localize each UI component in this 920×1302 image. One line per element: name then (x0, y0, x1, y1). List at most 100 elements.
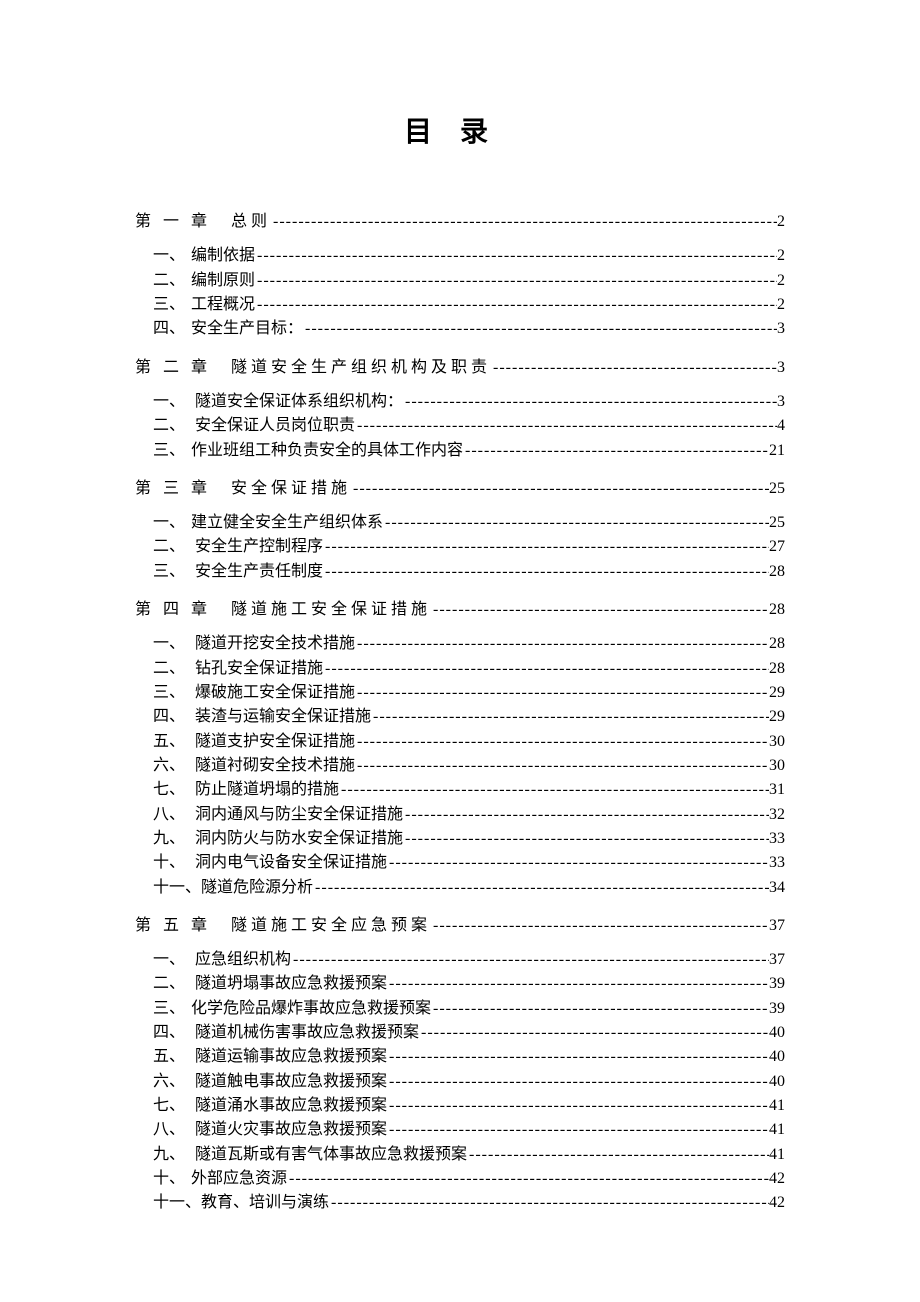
toc-section-label: 一、 应急组织机构 (153, 948, 291, 972)
toc-leader (431, 598, 769, 622)
toc-section-page: 33 (769, 851, 785, 875)
toc-leader (329, 1191, 769, 1215)
toc-section-page: 27 (769, 535, 785, 559)
toc-section-text: 安全生产责任制度 (191, 563, 323, 580)
toc-leader (323, 560, 769, 584)
toc-section-page: 4 (777, 414, 785, 438)
toc-section: 十、 洞内电气设备安全保证措施 33 (135, 851, 785, 875)
toc-leader (419, 1021, 769, 1045)
toc-leader (431, 914, 769, 938)
toc-section-marker: 十一、 (153, 1191, 201, 1215)
toc-leader (403, 803, 769, 827)
toc-section-label: 二、 隧道坍塌事故应急救援预案 (153, 972, 387, 996)
toc-section-marker: 四、 (153, 1021, 191, 1045)
toc-section-label: 二、编制原则 (153, 269, 255, 293)
toc-chapter-label: 第 二 章 隧道安全生产组织机构及职责 (135, 356, 491, 380)
toc-leader (387, 851, 769, 875)
toc-section: 一、 隧道安全保证体系组织机构： 3 (135, 390, 785, 414)
toc-section: 六、 隧道衬砌安全技术措施30 (135, 754, 785, 778)
toc-section-page: 40 (769, 1045, 785, 1069)
toc-section-page: 42 (769, 1191, 785, 1215)
toc-section-marker: 三、 (153, 560, 191, 584)
toc-section: 十一、教育、培训与演练 42 (135, 1191, 785, 1215)
toc-section: 三、 安全生产责任制度 28 (135, 560, 785, 584)
toc-section-text: 隧道触电事故应急救援预案 (191, 1073, 387, 1090)
toc-section-label: 四、安全生产目标： (153, 317, 303, 341)
toc-section-text: 洞内电气设备安全保证措施 (191, 854, 387, 871)
toc-section-page: 41 (769, 1118, 785, 1142)
toc-section-page: 2 (777, 269, 785, 293)
toc-chapter: 第 四 章 隧道施工安全保证措施28 (135, 598, 785, 622)
toc-chapter-label: 第 五 章 隧道施工安全应急预案 (135, 914, 431, 938)
toc-section-page: 28 (769, 560, 785, 584)
toc-section-page: 39 (769, 997, 785, 1021)
toc-section-text: 隧道火灾事故应急救援预案 (191, 1121, 387, 1138)
toc-leader (351, 477, 769, 501)
toc-chapter: 第 三 章 安全保证措施 25 (135, 477, 785, 501)
toc-section-marker: 二、 (153, 535, 191, 559)
toc-leader (255, 293, 777, 317)
toc-section-label: 六、 隧道衬砌安全技术措施 (153, 754, 355, 778)
toc-section-page: 29 (769, 681, 785, 705)
toc-section-label: 一、编制依据 (153, 244, 255, 268)
toc-section-page: 21 (769, 439, 785, 463)
toc-section-page: 3 (777, 390, 785, 414)
toc-leader (387, 1118, 769, 1142)
toc-section-label: 一、建立健全安全生产组织体系 (153, 511, 383, 535)
toc-chapter-label: 第 三 章 安全保证措施 (135, 477, 351, 501)
toc-section: 一、建立健全安全生产组织体系 25 (135, 511, 785, 535)
toc-section-marker: 三、 (153, 997, 191, 1021)
toc-chapter: 第 五 章 隧道施工安全应急预案37 (135, 914, 785, 938)
toc-section-marker: 七、 (153, 1094, 191, 1118)
toc-section: 一、 应急组织机构 37 (135, 948, 785, 972)
toc-section-label: 九、 洞内防火与防水安全保证措施 (153, 827, 403, 851)
toc-leader (355, 730, 769, 754)
toc-section-text: 教育、培训与演练 (201, 1194, 329, 1211)
toc-section: 三、工程概况 2 (135, 293, 785, 317)
toc-section-text: 爆破施工安全保证措施 (191, 684, 355, 701)
toc-section-marker: 八、 (153, 1118, 191, 1142)
toc-section-label: 三、 安全生产责任制度 (153, 560, 323, 584)
toc-section-text: 隧道支护安全保证措施 (191, 733, 355, 750)
toc-section-marker: 六、 (153, 1070, 191, 1094)
table-of-contents: 第 一 章 总则2一、编制依据2二、编制原则2三、工程概况2四、安全生产目标：3… (135, 210, 785, 1216)
toc-leader (355, 414, 777, 438)
toc-chapter-page: 25 (769, 477, 785, 501)
toc-section-page: 41 (769, 1094, 785, 1118)
toc-leader (313, 876, 769, 900)
toc-section-label: 一、 隧道安全保证体系组织机构： (153, 390, 403, 414)
toc-section-marker: 三、 (153, 293, 191, 317)
toc-leader (431, 997, 769, 1021)
toc-section-text: 编制原则 (191, 272, 255, 289)
toc-section: 八、 洞内通风与防尘安全保证措施 32 (135, 803, 785, 827)
toc-section-label: 七、 防止隧道坍塌的措施 (153, 778, 339, 802)
toc-section: 七、 防止隧道坍塌的措施 31 (135, 778, 785, 802)
toc-section-label: 三、 爆破施工安全保证措施 (153, 681, 355, 705)
toc-section-text: 工程概况 (191, 296, 255, 313)
toc-section-label: 六、 隧道触电事故应急救援预案 (153, 1070, 387, 1094)
page-title: 目录 (135, 110, 785, 150)
toc-section-marker: 十一、 (153, 876, 201, 900)
toc-section-marker: 七、 (153, 778, 191, 802)
toc-section: 一、编制依据2 (135, 244, 785, 268)
toc-section: 五、 隧道运输事故应急救援预案40 (135, 1045, 785, 1069)
toc-leader (491, 356, 777, 380)
toc-section: 十、外部应急资源42 (135, 1167, 785, 1191)
toc-section-marker: 二、 (153, 269, 191, 293)
toc-section-marker: 六、 (153, 754, 191, 778)
toc-section-marker: 十、 (153, 851, 191, 875)
toc-section-marker: 四、 (153, 705, 191, 729)
toc-section: 二、 安全生产控制程序 27 (135, 535, 785, 559)
toc-chapter-label: 第 四 章 隧道施工安全保证措施 (135, 598, 431, 622)
toc-section: 七、 隧道涌水事故应急救援预案41 (135, 1094, 785, 1118)
toc-leader (467, 1143, 769, 1167)
toc-section: 九、 隧道瓦斯或有害气体事故应急救援预案41 (135, 1143, 785, 1167)
toc-leader (355, 632, 769, 656)
toc-section-text: 隧道危险源分析 (201, 879, 313, 896)
toc-section-page: 30 (769, 730, 785, 754)
toc-section-page: 2 (777, 293, 785, 317)
toc-section-page: 40 (769, 1021, 785, 1045)
toc-section: 一、 隧道开挖安全技术措施 28 (135, 632, 785, 656)
toc-section-page: 25 (769, 511, 785, 535)
toc-section-page: 28 (769, 657, 785, 681)
